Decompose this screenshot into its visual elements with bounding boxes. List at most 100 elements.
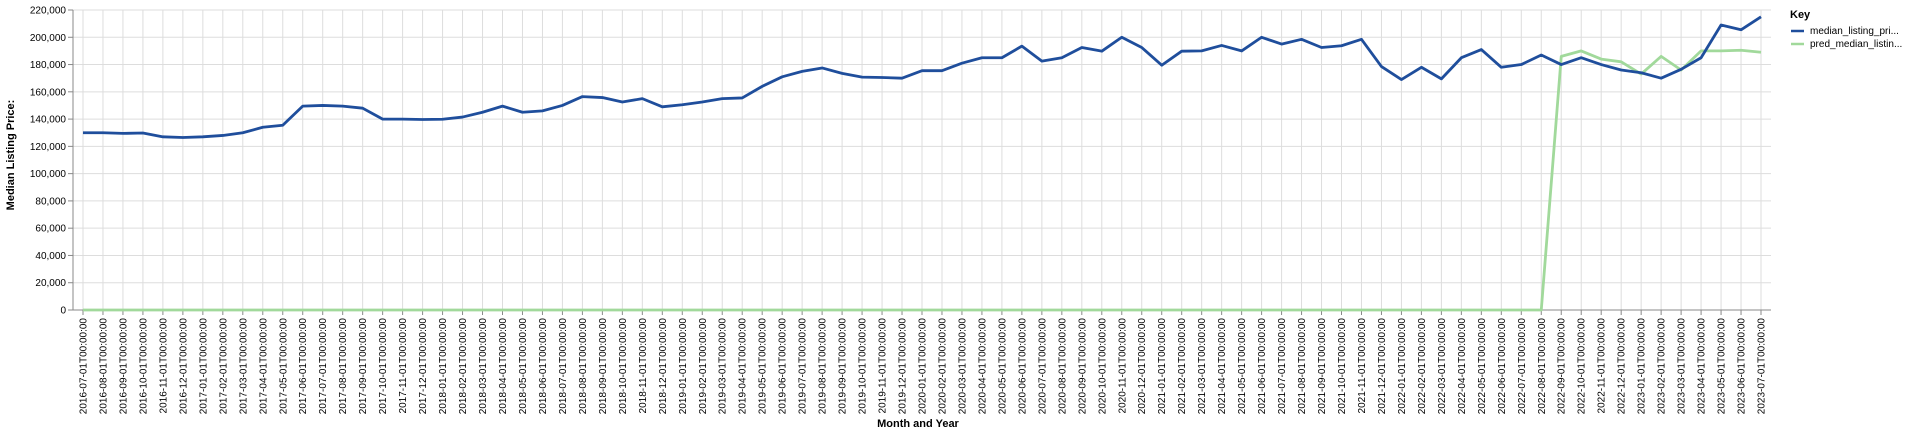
x-axis-title: Month and Year — [877, 418, 959, 430]
x-tick-label: 2021-09-01T00:00:00 — [1317, 318, 1328, 415]
x-tick-label: 2018-12-01T00:00:00 — [658, 318, 669, 415]
x-tick-label: 2017-04-01T00:00:00 — [258, 318, 269, 415]
x-tick-label: 2022-06-01T00:00:00 — [1497, 318, 1508, 415]
x-tick-label: 2021-05-01T00:00:00 — [1237, 318, 1248, 415]
x-tick-label: 2017-08-01T00:00:00 — [338, 318, 349, 415]
x-tick-label: 2017-02-01T00:00:00 — [218, 318, 229, 415]
x-tick-label: 2019-01-01T00:00:00 — [678, 318, 689, 415]
x-tick-label: 2016-08-01T00:00:00 — [98, 318, 109, 415]
x-tick-label: 2023-04-01T00:00:00 — [1697, 318, 1708, 415]
x-tick-label: 2022-04-01T00:00:00 — [1457, 318, 1468, 415]
x-tick-label: 2020-04-01T00:00:00 — [977, 318, 988, 415]
x-tick-label: 2018-03-01T00:00:00 — [478, 318, 489, 415]
x-tick-label: 2021-04-01T00:00:00 — [1217, 318, 1228, 415]
x-tick-label: 2017-06-01T00:00:00 — [298, 318, 309, 415]
x-tick-label: 2020-06-01T00:00:00 — [1017, 318, 1028, 415]
x-tick-label: 2021-10-01T00:00:00 — [1337, 318, 1348, 415]
x-tick-label: 2018-06-01T00:00:00 — [538, 318, 549, 415]
y-axis-title: Median Listing Price: — [5, 100, 17, 211]
x-tick-label: 2019-06-01T00:00:00 — [778, 318, 789, 415]
x-tick-label: 2018-11-01T00:00:00 — [638, 318, 649, 414]
x-tick-label: 2017-12-01T00:00:00 — [418, 318, 429, 415]
x-tick-label: 2019-12-01T00:00:00 — [898, 318, 909, 415]
x-tick-label: 2016-10-01T00:00:00 — [138, 318, 149, 415]
x-tick-label: 2017-09-01T00:00:00 — [358, 318, 369, 415]
y-tick-label: 20,000 — [35, 278, 66, 289]
series-line-1 — [82, 48, 1762, 312]
plot-area — [82, 15, 1762, 312]
x-tick-label: 2020-02-01T00:00:00 — [937, 318, 948, 415]
legend-label-pred: pred_median_listin... — [1810, 39, 1902, 50]
x-tick-label: 2021-07-01T00:00:00 — [1277, 318, 1288, 415]
x-tick-label: 2017-11-01T00:00:00 — [398, 318, 409, 414]
x-tick-label: 2022-09-01T00:00:00 — [1557, 318, 1568, 415]
x-tick-label: 2017-10-01T00:00:00 — [378, 318, 389, 415]
x-tick-label: 2021-02-01T00:00:00 — [1177, 318, 1188, 415]
x-tick-label: 2019-09-01T00:00:00 — [838, 318, 849, 415]
x-tick-label: 2018-09-01T00:00:00 — [598, 318, 609, 415]
y-tick-label: 220,000 — [30, 6, 67, 17]
x-tick-label: 2019-11-01T00:00:00 — [878, 318, 889, 414]
x-tick-label: 2021-01-01T00:00:00 — [1157, 318, 1168, 415]
grid — [73, 9, 1771, 311]
x-tick-label: 2018-04-01T00:00:00 — [498, 318, 509, 415]
y-tick-label: 0 — [60, 306, 66, 317]
legend: Key median_listing_pri... pred_median_li… — [1790, 9, 1902, 50]
x-tick-label: 2022-07-01T00:00:00 — [1517, 318, 1528, 415]
x-tick-label: 2020-12-01T00:00:00 — [1137, 318, 1148, 415]
x-tick-label: 2022-01-01T00:00:00 — [1397, 318, 1408, 415]
y-tick-label: 160,000 — [30, 87, 67, 98]
x-tick-label: 2022-11-01T00:00:00 — [1597, 318, 1608, 414]
x-axis: 2016-07-01T00:00:00 2016-08-01T00:00:00 20… — [73, 309, 1771, 415]
x-tick-label: 2018-05-01T00:00:00 — [518, 318, 529, 415]
x-tick-label: 2020-08-01T00:00:00 — [1057, 318, 1068, 415]
x-tick-label: 2016-11-01T00:00:00 — [158, 318, 169, 414]
x-tick-label: 2022-12-01T00:00:00 — [1617, 318, 1628, 415]
x-tick-label: 2021-11-01T00:00:00 — [1357, 318, 1368, 414]
x-tick-label: 2019-03-01T00:00:00 — [718, 318, 729, 415]
y-tick-label: 40,000 — [35, 251, 66, 262]
x-tick-label: 2020-09-01T00:00:00 — [1077, 318, 1088, 415]
x-tick-label: 2019-08-01T00:00:00 — [818, 318, 829, 415]
x-tick-label: 2022-08-01T00:00:00 — [1537, 318, 1548, 415]
x-tick-label: 2019-10-01T00:00:00 — [858, 318, 869, 415]
x-tick-label: 2023-03-01T00:00:00 — [1677, 318, 1688, 415]
x-tick-label: 2020-03-01T00:00:00 — [957, 318, 968, 415]
y-tick-label: 100,000 — [30, 169, 67, 180]
x-tick-label: 2020-11-01T00:00:00 — [1117, 318, 1128, 414]
x-tick-label: 2018-10-01T00:00:00 — [618, 318, 629, 415]
x-tick-label: 2020-05-01T00:00:00 — [997, 318, 1008, 415]
x-tick-label: 2016-12-01T00:00:00 — [178, 318, 189, 415]
y-tick-label: 60,000 — [35, 224, 66, 235]
x-tick-label: 2023-01-01T00:00:00 — [1637, 318, 1648, 415]
x-tick-label: 2021-12-01T00:00:00 — [1377, 318, 1388, 415]
x-tick-label: 2020-01-01T00:00:00 — [918, 318, 929, 415]
x-tick-label: 2022-03-01T00:00:00 — [1437, 318, 1448, 415]
legend-label-median: median_listing_pri... — [1810, 26, 1899, 37]
x-tick-label: 2022-02-01T00:00:00 — [1417, 318, 1428, 415]
x-tick-label: 2018-07-01T00:00:00 — [558, 318, 569, 415]
x-tick-label: 2020-07-01T00:00:00 — [1037, 318, 1048, 415]
x-tick-label: 2018-08-01T00:00:00 — [578, 318, 589, 415]
x-tick-label: 2017-03-01T00:00:00 — [238, 318, 249, 415]
x-tick-label: 2017-07-01T00:00:00 — [318, 318, 329, 415]
x-tick-label: 2022-05-01T00:00:00 — [1477, 318, 1488, 415]
x-tick-label: 2021-03-01T00:00:00 — [1197, 318, 1208, 415]
x-tick-label: 2016-07-01T00:00:00 — [78, 318, 89, 415]
x-tick-label: 2017-05-01T00:00:00 — [278, 318, 289, 415]
x-tick-label: 2023-02-01T00:00:00 — [1657, 318, 1668, 415]
y-tick-label: 200,000 — [30, 33, 67, 44]
y-axis: 0 20,000 40,000 60,000 80,000 100,000 120,000 1… — [30, 6, 74, 317]
series-line-0 — [82, 15, 1762, 139]
x-tick-label: 2022-10-01T00:00:00 — [1577, 318, 1588, 415]
x-tick-label: 2018-01-01T00:00:00 — [438, 318, 449, 415]
x-tick-label: 2020-10-01T00:00:00 — [1097, 318, 1108, 415]
x-tick-label: 2023-07-01T00:00:00 — [1757, 318, 1768, 415]
y-tick-label: 140,000 — [30, 115, 67, 126]
y-tick-label: 180,000 — [30, 60, 67, 71]
x-tick-label: 2019-04-01T00:00:00 — [738, 318, 749, 415]
x-tick-label: 2023-06-01T00:00:00 — [1737, 318, 1748, 415]
y-tick-label: 120,000 — [30, 142, 67, 153]
x-tick-label: 2016-09-01T00:00:00 — [118, 318, 129, 415]
